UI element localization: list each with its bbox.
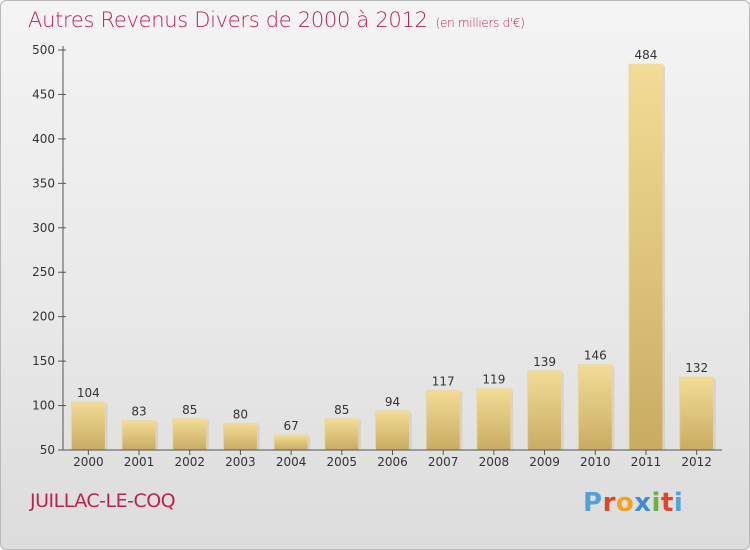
bar-2007 [425,389,461,451]
chart-title: Autres Revenus Divers de 2000 à 2012 (en … [28,8,525,32]
x-tick-label-2005: 2005 [327,455,358,469]
x-tick-label-2002: 2002 [174,455,205,469]
location-name: JUILLAC-LE-COQ [30,490,176,512]
data-label-2009: 139 [533,355,556,369]
data-label-2005: 85 [334,403,349,417]
data-label-2008: 119 [482,373,505,387]
proxiti-logo-letter: t [660,488,674,518]
proxiti-logo-letter: i [673,488,684,518]
x-tick-label-2008: 2008 [479,455,510,469]
proxiti-logo-letter: P [583,488,603,518]
proxiti-logo: Proxiti [583,488,683,518]
x-tick-label-2004: 2004 [276,455,307,469]
data-label-2000: 104 [77,386,100,400]
y-tick-label: 350 [32,176,55,190]
x-tick-label-2007: 2007 [428,455,459,469]
proxiti-logo-letter: i [651,488,661,518]
x-tick-label-2006: 2006 [377,455,408,469]
proxiti-logo-letter: r [602,488,616,518]
y-tick-label: 200 [32,310,55,324]
bar-2005 [324,418,360,451]
bar-2004 [273,434,309,451]
chart-title-text: Autres Revenus Divers de 2000 à 2012 [28,8,428,32]
chart-subtitle: (en milliers d'€) [435,16,525,30]
data-label-2006: 94 [385,395,400,409]
data-label-2010: 146 [584,349,607,363]
data-label-2004: 67 [283,419,298,433]
x-tick-label-2011: 2011 [631,455,662,469]
y-tick-label: 150 [32,354,55,368]
bar-2009 [527,370,563,451]
x-tick-label-2009: 2009 [529,455,560,469]
proxiti-logo-letter: x [634,488,652,518]
proxiti-logo-letter: o [615,488,635,518]
bar-2006 [375,410,410,451]
bar-2011 [628,63,664,451]
data-label-2002: 85 [182,403,197,417]
y-tick-label: 400 [32,132,55,146]
y-tick-label: 500 [32,43,55,57]
data-label-2007: 117 [432,374,455,388]
x-tick-label-2000: 2000 [73,455,104,469]
bar-2008 [476,388,512,451]
bar-2012 [679,376,715,451]
y-tick-label: 100 [32,399,55,413]
data-label-2001: 83 [131,405,146,419]
y-tick-label: 50 [40,443,55,457]
x-tick-label-2001: 2001 [124,455,155,469]
bar-2001 [121,420,157,451]
x-tick-label-2012: 2012 [681,455,712,469]
data-label-2012: 132 [685,361,708,375]
data-label-2011: 484 [635,48,658,62]
y-tick-label: 250 [32,265,55,279]
y-tick-label: 300 [32,221,55,235]
data-label-2003: 80 [233,407,248,421]
x-tick-label-2010: 2010 [580,455,611,469]
x-tick-label-2003: 2003 [225,455,256,469]
bar-2000 [70,401,106,451]
bar-2003 [222,422,258,451]
bar-2002 [172,418,208,451]
y-tick-label: 450 [32,87,55,101]
bar-2010 [577,364,613,451]
